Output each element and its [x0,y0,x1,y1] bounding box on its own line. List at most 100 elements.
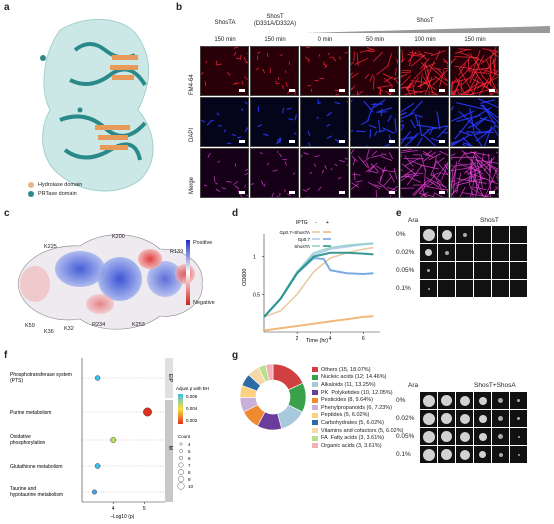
cell-filament [377,85,392,88]
cell-filament [381,169,396,173]
cell-filament [451,82,461,95]
bacterial-spot [425,249,432,256]
ara-row-label: 0.1% [396,285,411,292]
cell-filament [223,129,227,133]
cell-filament [275,82,280,85]
bacterial-spot [459,431,470,442]
cell-filament [306,145,308,146]
cell-filament [401,120,404,122]
cell-filament [478,168,483,189]
ara-row-label: 0% [396,397,406,404]
scale-bar [489,140,495,143]
cell-filament [401,163,417,175]
size-legend-circle [179,442,183,446]
cell-filament [301,154,303,158]
size-legend-label: 10 [188,484,194,489]
bacterial-spot [422,394,435,407]
micro-cell-r1-c3 [350,97,399,147]
iptg-plus: + [326,220,329,226]
cell-filament [269,67,271,73]
cell-filament [335,93,340,95]
cell-filament [488,153,491,173]
legend-item-hydrolase: Hydrolase domain [28,180,82,189]
cell-filament [370,163,379,173]
pie-legend-label: Organic acids (3, 3.61%) [321,442,382,449]
cell-filament [451,141,456,146]
cell-filament [216,112,220,116]
cell-filament [473,68,487,88]
cell-filament [239,54,242,60]
color-tick-2: 0.002 [186,418,198,423]
scale-bar [489,191,495,194]
cell-filament [447,64,448,71]
residue-k225: K225 [44,244,57,250]
cell-filament [294,114,298,121]
cell-filament [407,54,425,58]
pie-legend-label: Nucleic acids (12; 14.46%) [321,374,387,381]
scale-bar [439,89,445,92]
pie-legend-swatch [312,397,318,403]
bacterial-spot [441,229,452,240]
cell-filament [451,78,469,84]
micro-cell-texture [401,49,448,95]
cell-filament [373,75,375,90]
row-label-fm464: FM4-64 [189,74,195,95]
cell-filament [461,149,477,166]
scale-bar [389,191,395,194]
cell-filament [365,162,370,169]
time-shosta: 150 min [214,37,236,43]
cell-filament [396,58,398,65]
size-legend-label: 6 [188,456,191,461]
scale-negative-label: Negative [193,300,215,306]
micro-cell-r2-c1 [250,148,299,198]
spot-well [492,262,509,279]
legend-series-label: Gp0.7+ShosTA [279,230,310,235]
cell-filament [430,137,440,142]
pie-legend-item: Nucleic acids (12; 14.46%) [312,374,403,382]
cell-filament [453,196,455,197]
spot-well [420,262,437,279]
pie-legend-swatch [312,420,318,426]
cell-filament [339,159,346,163]
cell-filament [387,186,398,192]
pie-legend-item: Pesticides (8, 9.64%) [312,396,403,404]
spot-well [420,280,437,297]
cell-filament [426,76,434,93]
cell-filament [259,152,263,154]
pie-legend-item: Phenylpropanoids (6, 7.23%) [312,404,403,412]
time-0min: 0 min [317,37,333,43]
cell-filament [323,63,328,67]
cell-filament [469,107,475,131]
cell-filament [422,150,431,156]
pie-legend: Others (15, 18.07%) Nucleic acids (12; 14… [312,366,403,450]
cell-filament [478,159,492,172]
bacterial-spot [478,432,487,441]
cell-filament [243,76,248,81]
size-legend-label: 7 [188,463,191,468]
cell-filament [276,141,280,145]
cell-filament [437,127,448,139]
cell-filament [313,163,317,167]
cell-filament [215,60,218,65]
f-x-tick-label: 4 [112,506,115,512]
scale-bar [389,89,395,92]
cell-filament [437,157,445,164]
cell-filament [355,145,357,146]
bacterial-spot [498,416,503,421]
pie-legend-swatch [312,390,318,396]
cell-filament [401,102,415,113]
cell-filament [454,117,473,140]
cell-filament [444,77,448,82]
panel-e-title: ShosT [480,217,499,224]
cell-filament [307,142,311,146]
group-label-m: M [167,446,173,450]
time-50min: 50 min [365,37,384,43]
cell-filament [374,130,378,136]
spot-well [420,446,437,463]
cell-filament [326,123,331,127]
cell-filament [448,167,449,175]
cell-filament [244,172,248,176]
spot-well [474,410,491,427]
pie-legend-swatch [312,374,318,380]
spot-well [474,428,491,445]
